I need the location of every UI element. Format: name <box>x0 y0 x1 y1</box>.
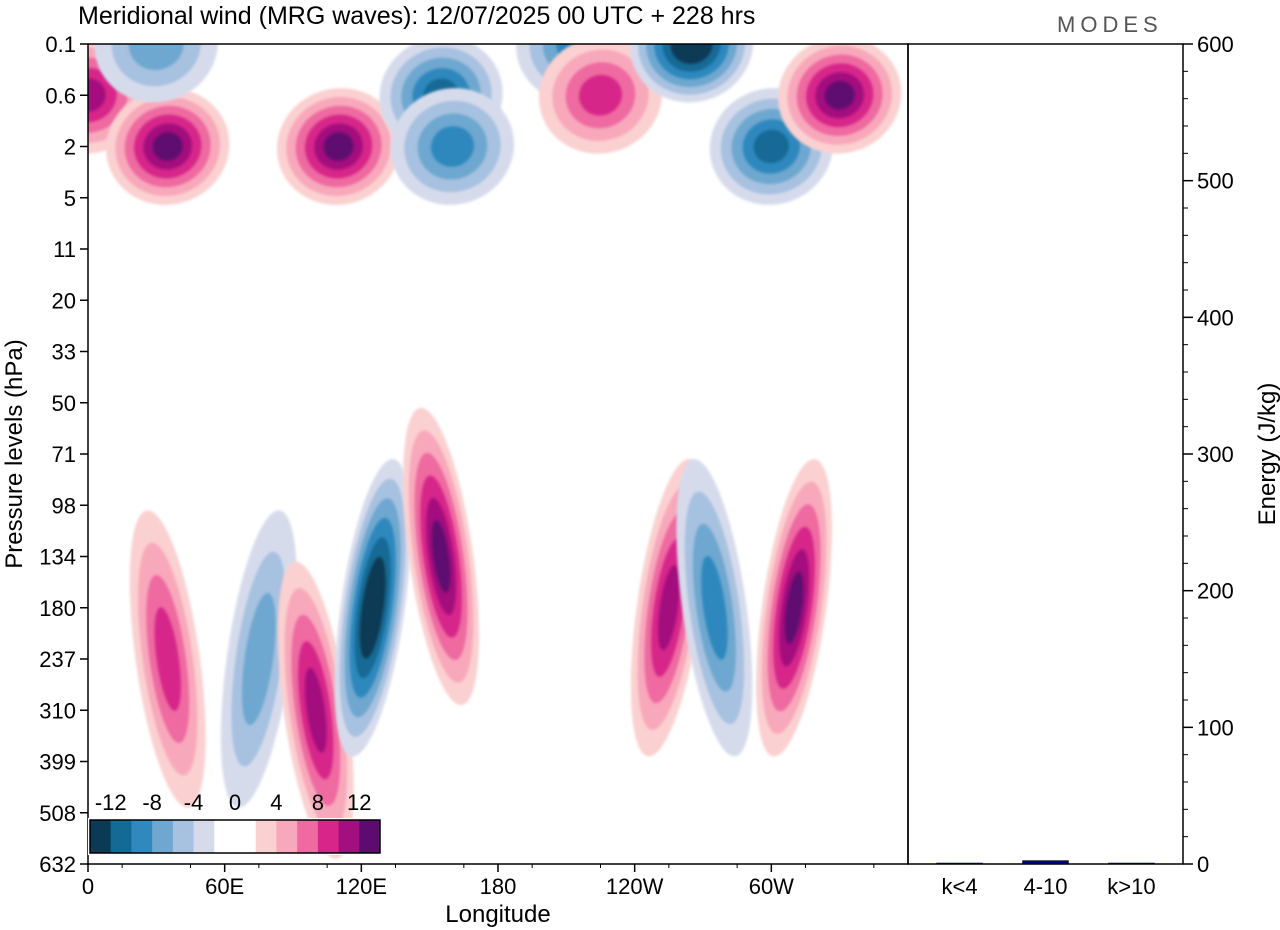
colorbar-swatch <box>235 820 257 853</box>
y-tick-label: 508 <box>39 801 76 826</box>
contour-band <box>323 132 354 161</box>
energy-tick-label: 0 <box>1197 852 1209 877</box>
x-axis-label: Longitude <box>445 901 550 928</box>
x-tick-label: 180 <box>480 874 517 899</box>
modes-logo: MODES <box>1057 12 1163 37</box>
energy-tick-label: 400 <box>1197 305 1234 330</box>
pressure-axis: 0.1 0.6 2 5 11 20 33 50 71 98 134 180 237 310 399 508 63… <box>39 32 88 877</box>
contour-band <box>88 68 117 123</box>
colorbar-label: 4 <box>270 790 282 815</box>
colorbar-swatch <box>152 820 174 853</box>
contour-band <box>701 556 728 660</box>
longitude-axis: 0 60E 120E 180 120W 60W <box>82 864 875 899</box>
colorbar-swatch <box>172 820 195 853</box>
contour-band <box>430 126 474 167</box>
y-tick-label: 134 <box>39 545 76 570</box>
colorbar: -12 -8 -4 0 4 8 12 <box>88 790 382 855</box>
y-tick-label: 33 <box>52 340 76 365</box>
x-tick-label: 0 <box>82 874 94 899</box>
colorbar-swatch <box>297 820 319 853</box>
colorbar-swatch <box>338 820 360 853</box>
energy-tick-label: 100 <box>1197 715 1234 740</box>
colorbar-swatch <box>193 820 215 853</box>
colorbar-swatch <box>90 820 112 853</box>
contour-band <box>364 576 381 640</box>
energy-bar <box>936 862 983 865</box>
colorbar-swatch <box>359 820 381 853</box>
energy-bar <box>1108 862 1155 865</box>
energy-category-label: 4-10 <box>1023 874 1067 899</box>
y-tick-label: 71 <box>52 442 76 467</box>
x-tick-label: 120E <box>336 874 387 899</box>
contour-band <box>753 129 789 164</box>
contour-band <box>658 565 680 651</box>
colorbar-frame <box>89 819 381 854</box>
energy-tick-label: 500 <box>1197 169 1234 194</box>
y-tick-label: 2 <box>64 135 76 160</box>
colorbar-label: -8 <box>142 790 162 815</box>
colorbar-swatch <box>276 820 298 853</box>
contour-band <box>678 44 705 57</box>
colorbar-swatch <box>214 820 236 853</box>
energy-tick-label: 200 <box>1197 579 1234 604</box>
y-tick-label: 11 <box>53 237 76 262</box>
colorbar-swatch <box>131 820 153 853</box>
x-tick-label: 120W <box>606 874 664 899</box>
contour-band <box>824 81 855 110</box>
contour-band <box>152 132 183 161</box>
heatmap-field <box>88 44 902 859</box>
colorbar-label: 12 <box>347 790 371 815</box>
energy-axis-label: Energy (J/kg) <box>1254 383 1280 526</box>
y-tick-label: 237 <box>39 647 76 672</box>
y-tick-label: 632 <box>39 852 76 877</box>
x-tick-label: 60W <box>749 874 794 899</box>
contour-band <box>304 667 327 753</box>
y-axis-label: Pressure levels (hPa) <box>1 339 28 568</box>
y-tick-label: 0.6 <box>45 83 76 108</box>
y-tick-label: 399 <box>39 750 76 775</box>
y-tick-label: 50 <box>52 391 76 416</box>
y-tick-label: 5 <box>64 186 76 211</box>
colorbar-label: -4 <box>184 790 204 815</box>
energy-panel: 0 100 200 300 400 500 600 k<4 4-10 k>10 <box>907 32 1234 899</box>
y-tick-label: 98 <box>52 493 76 518</box>
colorbar-swatch <box>255 820 277 853</box>
contour-band <box>154 607 181 711</box>
colorbar-label: 0 <box>229 790 241 815</box>
y-tick-label: 0.1 <box>45 32 76 57</box>
x-tick-label: 60E <box>205 874 244 899</box>
contour-band <box>579 74 622 116</box>
energy-tick-label: 600 <box>1197 32 1234 57</box>
energy-category-label: k<4 <box>942 874 978 899</box>
y-tick-label: 20 <box>52 288 76 313</box>
y-tick-label: 310 <box>39 698 76 723</box>
colorbar-swatch <box>110 820 132 853</box>
colorbar-label: 8 <box>312 790 324 815</box>
y-tick-label: 180 <box>39 596 76 621</box>
contour-band <box>784 571 804 644</box>
energy-bar <box>1022 860 1069 865</box>
colorbar-label: -12 <box>95 790 127 815</box>
energy-panel-frame <box>907 43 1184 865</box>
energy-tick-label: 300 <box>1197 442 1234 467</box>
colorbar-swatch <box>317 820 340 853</box>
chart-title: Meridional wind (MRG waves): 12/07/2025 … <box>78 2 755 30</box>
contour-band <box>431 520 451 593</box>
contour-band <box>241 592 276 726</box>
energy-category-label: k>10 <box>1107 874 1155 899</box>
